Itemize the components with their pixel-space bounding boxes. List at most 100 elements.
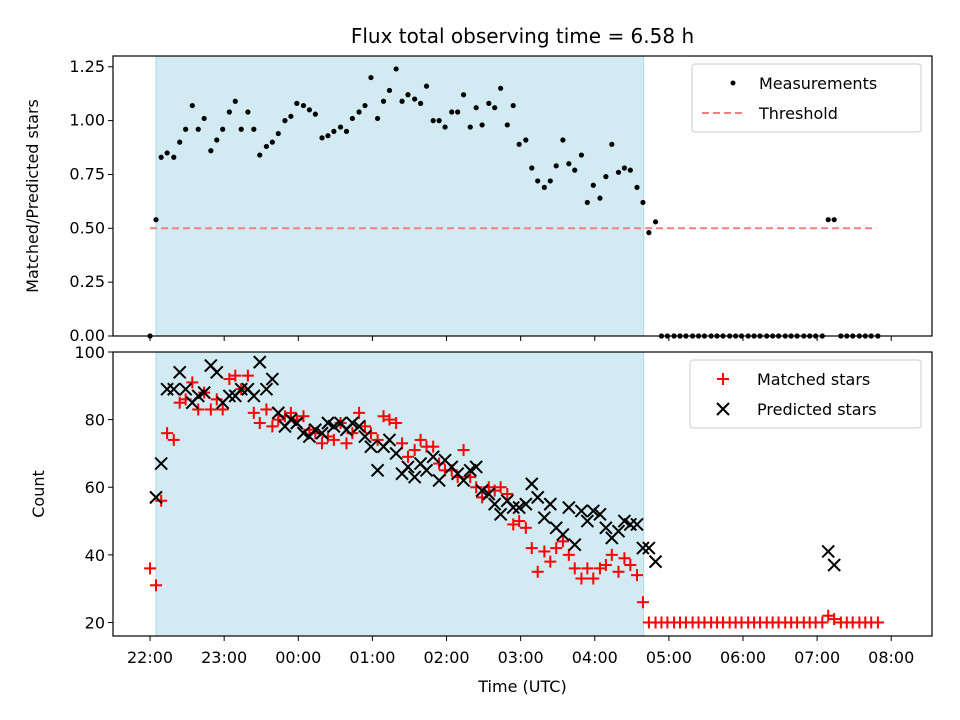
measurement-point (386, 87, 393, 94)
cross-stroke (154, 456, 168, 471)
cross-stroke (315, 426, 329, 440)
matched-star-point (612, 565, 625, 578)
measurement-point (449, 109, 455, 115)
measurement-point (553, 163, 559, 169)
measurement-point (405, 92, 411, 98)
predicted-star-point (370, 463, 385, 478)
matched-star-point (192, 403, 205, 416)
matched-star-point (390, 417, 403, 429)
matched-star-point (204, 403, 217, 416)
cross-stroke (537, 510, 552, 525)
predicted-star-point (642, 541, 656, 555)
matched-star-point (618, 552, 631, 565)
predicted-star-point (525, 477, 539, 491)
predicted-star-point (271, 406, 285, 420)
measurement-point (547, 178, 553, 184)
matched-star-point (816, 616, 829, 629)
x-tick-label: 08:00 (868, 648, 914, 667)
matched-star-point (346, 427, 359, 440)
measurement-point (510, 102, 516, 109)
predicted-star-point (568, 538, 582, 552)
matched-star-point (155, 494, 168, 507)
cross-stroke (556, 527, 570, 542)
measurement-point (436, 118, 442, 124)
predicted-star-point (259, 382, 274, 396)
cross-stroke (648, 554, 663, 569)
cross-stroke (197, 385, 211, 400)
predicted-star-point (556, 527, 570, 542)
matched-star-point (247, 406, 260, 419)
measurement-point (578, 152, 585, 158)
predicted-star-point (247, 389, 261, 403)
top-legend-box (691, 63, 922, 133)
measurement-point (417, 100, 424, 106)
measurement-point (442, 124, 448, 130)
measurement-point (220, 126, 226, 132)
cross-stroke (345, 416, 360, 430)
predicted-star-point (611, 524, 626, 538)
matched-star-point (631, 569, 644, 582)
legend-cross-glyph (716, 402, 730, 416)
x-tick-label: 23:00 (201, 648, 247, 667)
measurement-point (560, 137, 566, 143)
predicted-star-point (543, 497, 558, 511)
matched-star-point (624, 559, 637, 571)
top-y-ticks: 0.00 0.25 0.50 0.75 1.00 1.25 (69, 57, 113, 345)
predicted-star-point (210, 365, 224, 379)
measurement-point (646, 230, 652, 236)
matched-star-point (568, 562, 581, 575)
predicted-star-point (167, 382, 181, 396)
matched-star-point (401, 450, 414, 463)
cross-stroke (574, 504, 589, 518)
measurement-point (380, 98, 387, 104)
predicted-star-point (172, 365, 187, 379)
matched-star-point (519, 521, 532, 534)
bottom-x-ticks: 22:00 23:00 00:00 01:00 02:00 03:00 04:00 05:00… (127, 636, 914, 667)
matched-star-point (371, 433, 384, 446)
x-tick-label: 03:00 (498, 648, 544, 667)
measurement-point (189, 102, 195, 109)
matched-star-point (241, 369, 254, 382)
measurement-point (597, 195, 603, 201)
measurement-point (362, 102, 368, 109)
matched-star-point (562, 548, 575, 561)
y-tick-label: 1.25 (69, 57, 105, 76)
matched-star-point (587, 572, 600, 585)
cross-stroke (419, 463, 434, 478)
measurement-point (621, 165, 628, 171)
measurement-point (566, 161, 572, 167)
measurement-point (615, 169, 622, 175)
matched-star-point (538, 545, 551, 558)
top-y-axis-label: Matched/Predicted stars (23, 99, 42, 293)
matched-star-point (433, 457, 446, 470)
measurement-point (529, 165, 535, 171)
measurement-point (825, 217, 831, 223)
predicted-star-point (821, 544, 835, 559)
cross-stroke (364, 439, 378, 454)
predicted-star-point (407, 470, 422, 484)
predicted-star-point (419, 463, 434, 478)
measurement-point (634, 184, 640, 190)
measurement-point (183, 126, 189, 132)
matched-star-point (272, 413, 285, 426)
cross-stroke (370, 463, 385, 478)
cross-stroke (580, 514, 595, 528)
measurement-point (269, 139, 275, 145)
matched-star-point (284, 406, 297, 419)
measurement-point (603, 174, 609, 180)
top-axes-frame (112, 55, 933, 337)
cross-stroke (172, 365, 187, 379)
matched-star-point (470, 481, 483, 494)
matched-star-point (383, 413, 396, 426)
matched-star-points (144, 369, 884, 629)
cross-stroke (178, 382, 193, 396)
y-tick-label: 20 (85, 613, 105, 632)
cross-stroke (210, 365, 224, 379)
bottom-legend: Matched stars Predicted stars (689, 359, 922, 429)
matched-star-point (457, 444, 470, 457)
matched-star-point (828, 613, 841, 626)
cross-stroke (562, 500, 576, 515)
measurement-point (294, 100, 300, 106)
predicted-star-point (389, 446, 403, 461)
cross-stroke (519, 497, 533, 511)
